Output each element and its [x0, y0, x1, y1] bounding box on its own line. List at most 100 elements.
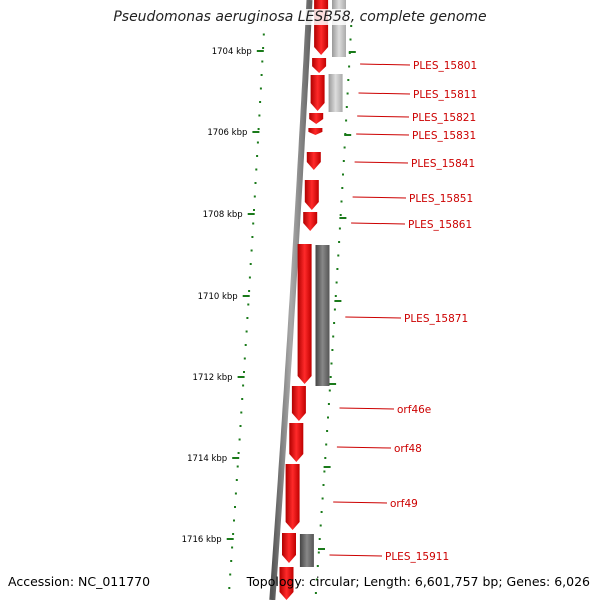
feature-dot: [329, 376, 332, 378]
leader-line: [351, 222, 406, 225]
scale-label: 1706 kbp: [207, 128, 247, 138]
gene-label: PLES_15841: [411, 158, 475, 170]
feature-dot: [346, 92, 349, 95]
feature-dot: [349, 38, 352, 41]
scale-dot: [232, 533, 235, 535]
feature-dot: [314, 592, 317, 594]
gene-labels: PLES_15801 PLES_15811 PLES_15821 PLES_15831…: [385, 60, 477, 563]
scale-dot: [253, 195, 256, 198]
gene-arrow: [282, 533, 296, 563]
leader-line: [329, 554, 383, 557]
scale-dot: [259, 101, 262, 103]
gene-label: PLES_15811: [413, 89, 477, 101]
scale-dot: [230, 560, 233, 562]
gene-arrow: [308, 128, 323, 135]
scale-tick: [252, 131, 260, 133]
leader-line: [358, 92, 411, 95]
scale-label: 1710 kbp: [198, 292, 238, 302]
feature-dot: [327, 403, 330, 405]
feature-dot: [336, 268, 339, 270]
scale-tick: [247, 213, 255, 215]
feature-dot: [340, 200, 343, 203]
gene-features: [279, 0, 346, 600]
scale-dot: [247, 303, 250, 306]
leader-line: [360, 63, 411, 66]
feature-dot: [330, 362, 333, 365]
feature-dot: [342, 173, 344, 176]
label-leader-lines: [329, 63, 411, 557]
backbone-line: [269, 0, 313, 600]
gene-label: orf49: [390, 498, 418, 510]
feature-block: [299, 534, 314, 567]
scale-dot: [233, 519, 235, 522]
feature-dot: [316, 565, 319, 567]
scale-tick: [256, 50, 264, 52]
feature-dot: [334, 295, 337, 297]
scale-dot: [255, 168, 258, 171]
feature-tick: [348, 51, 356, 53]
feature-dot: [324, 457, 327, 459]
feature-dot: [342, 160, 345, 162]
feature-tick: [329, 383, 337, 385]
gene-arrow: [291, 386, 306, 421]
scale-dot: [234, 492, 237, 495]
scale-dot: [242, 384, 245, 387]
gene-label: PLES_15801: [413, 60, 477, 72]
scale-dot: [243, 371, 245, 373]
leader-line: [333, 501, 388, 504]
gene-arrow: [304, 180, 319, 210]
scale-dot: [234, 506, 236, 508]
scale-dot: [237, 452, 240, 454]
feature-dot: [321, 497, 324, 500]
feature-dot: [333, 322, 336, 324]
scale-dot: [235, 479, 238, 481]
scale-label: 1708 kbp: [203, 210, 243, 220]
feature-dot: [319, 524, 322, 527]
feature-dot: [339, 214, 342, 216]
feature-dot: [315, 578, 318, 581]
leader-line: [356, 133, 410, 136]
scale-label: 1704 kbp: [212, 47, 252, 57]
scale-dot: [253, 209, 255, 211]
genome-backbone: [269, 0, 313, 600]
scale-dot: [236, 465, 239, 468]
gene-arrow: [309, 113, 324, 124]
accession-text: Accession: NC_011770: [8, 574, 151, 589]
feature-dot: [333, 308, 336, 311]
leader-line: [345, 316, 402, 319]
gene-arrow: [310, 75, 325, 111]
gene-label: PLES_15851: [409, 193, 473, 205]
feature-dot: [345, 106, 348, 108]
gene-label: orf46e: [397, 404, 431, 416]
scale-label: 1716 kbp: [182, 535, 222, 545]
feature-dot: [318, 538, 321, 540]
scale-dot: [241, 398, 244, 400]
gene-arrow: [303, 212, 318, 231]
gene-label: PLES_15861: [408, 219, 472, 231]
feature-dot: [348, 65, 351, 68]
gene-label: PLES_15871: [404, 313, 468, 325]
leader-line: [357, 115, 410, 118]
scale-dot: [249, 263, 252, 265]
scale-dot: [262, 47, 265, 49]
feature-tick: [334, 300, 342, 302]
gene-label: PLES_15821: [412, 112, 476, 124]
feature-dot: [317, 551, 320, 554]
feature-block: [315, 245, 330, 386]
scale-dot: [254, 182, 257, 184]
feature-dot: [341, 187, 344, 189]
leader-line: [352, 196, 407, 199]
scale-dot: [238, 438, 241, 441]
feature-dot: [337, 254, 340, 257]
scale-dot: [228, 587, 231, 589]
topology-text: Topology: circular; Length: 6,601,757 bp…: [246, 574, 590, 589]
scale-dot: [246, 317, 249, 319]
scale-dot: [258, 114, 261, 117]
feature-tick: [318, 548, 325, 550]
feature-dot: [322, 484, 325, 486]
gene-arrow: [285, 464, 300, 530]
scale-dot: [248, 276, 251, 279]
scale-dot: [243, 357, 246, 360]
scale-label: 1714 kbp: [187, 454, 227, 464]
